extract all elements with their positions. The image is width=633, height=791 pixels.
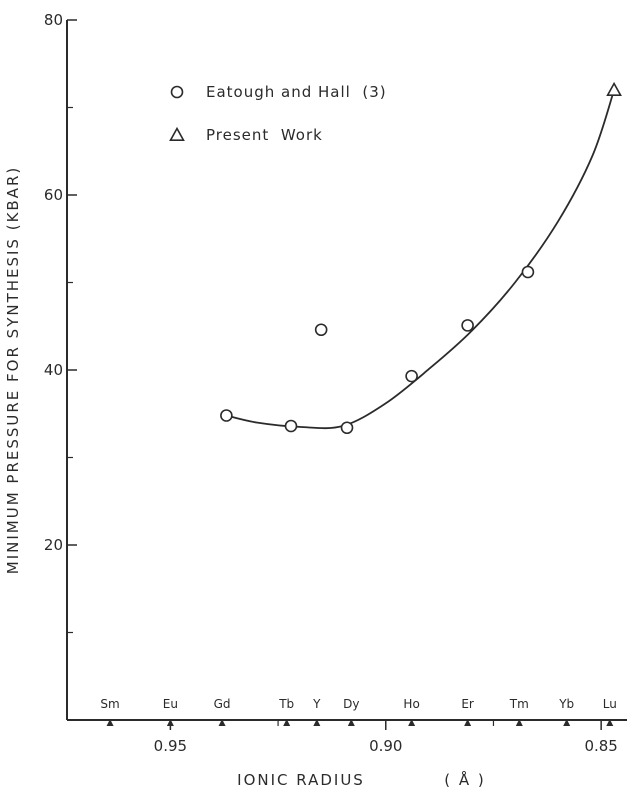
eatough-hall-point (284, 419, 298, 433)
legend: Eatough and Hall (3) Present Work (169, 83, 387, 144)
element-label: Gd (214, 697, 231, 711)
element-label: Tm (509, 697, 529, 711)
element-label: Er (461, 697, 474, 711)
x-tick-label: 0.95 (154, 737, 187, 755)
element-marker (515, 719, 523, 726)
x-tick-label: 0.85 (584, 737, 617, 755)
eatough-hall-point (340, 421, 354, 435)
element-marker (218, 719, 226, 726)
element-marker (464, 719, 472, 726)
element-label: Ho (403, 697, 419, 711)
element-label: Y (312, 697, 321, 711)
element-label: Yb (558, 697, 574, 711)
element-label: Dy (343, 697, 359, 711)
element-label: Sm (100, 697, 119, 711)
y-axis-title: MINIMUM PRESSURE FOR SYNTHESIS (KBAR) (4, 166, 22, 574)
legend-circle-icon (170, 85, 184, 99)
element-marker (283, 719, 291, 726)
y-tick-label: 80 (44, 11, 63, 29)
element-marker (563, 719, 571, 726)
x-tick-label: 0.90 (369, 737, 402, 755)
legend-label: Present Work (206, 126, 323, 144)
legend-label: Eatough and Hall (3) (206, 83, 387, 101)
element-label: Eu (163, 697, 178, 711)
eatough-hall-point (220, 409, 233, 422)
element-labels: Sm Eu Gd Tb Y Dy Ho Er Tm Yb Lu (100, 697, 617, 726)
x-axis-unit: ( Å ) (444, 770, 486, 789)
eatough-hall-point (461, 319, 474, 332)
element-label: Tb (278, 697, 294, 711)
eatough-hall-point (521, 265, 535, 279)
element-marker (106, 719, 114, 726)
element-marker (347, 719, 355, 726)
y-tick-label: 40 (44, 361, 63, 379)
present-work-point (606, 81, 622, 96)
eatough-hall-point (405, 369, 418, 383)
element-marker (408, 719, 416, 726)
element-marker (166, 719, 174, 726)
x-axis-ticks: 0.95 0.90 0.85 (154, 720, 618, 755)
eatough-hall-point (314, 323, 328, 337)
element-label: Lu (603, 697, 617, 711)
y-axis-ticks: 20 40 60 80 (44, 11, 77, 634)
element-marker (313, 719, 321, 726)
y-tick-label: 20 (44, 536, 63, 554)
x-axis-title: IONIC RADIUS (237, 771, 365, 789)
legend-triangle-icon (169, 126, 185, 141)
axes (66, 20, 627, 721)
y-tick-label: 60 (44, 186, 63, 204)
data-points (220, 81, 622, 435)
element-marker (606, 719, 614, 726)
